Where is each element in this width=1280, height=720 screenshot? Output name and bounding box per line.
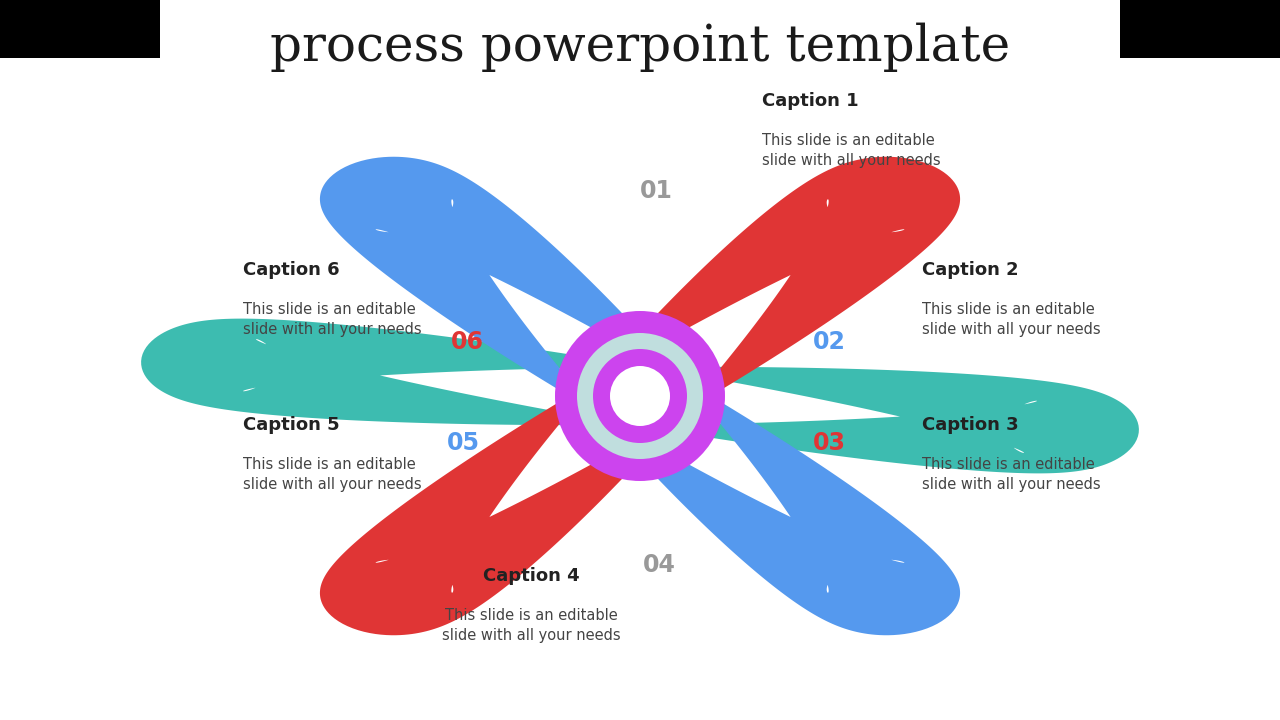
Text: This slide is an editable
slide with all your needs: This slide is an editable slide with all…	[922, 457, 1101, 492]
Polygon shape	[320, 157, 960, 635]
Text: Caption 3: Caption 3	[922, 416, 1018, 433]
Text: process powerpoint template: process powerpoint template	[270, 22, 1010, 71]
Text: Caption 6: Caption 6	[243, 261, 339, 279]
Text: 06: 06	[451, 330, 484, 354]
Text: This slide is an editable
slide with all your needs: This slide is an editable slide with all…	[243, 302, 422, 337]
Text: 03: 03	[813, 431, 846, 455]
Text: This slide is an editable
slide with all your needs: This slide is an editable slide with all…	[243, 457, 422, 492]
Text: Caption 1: Caption 1	[762, 91, 858, 109]
Ellipse shape	[577, 333, 703, 459]
Text: 02: 02	[813, 330, 846, 354]
Text: 04: 04	[643, 553, 676, 577]
Text: This slide is an editable
slide with all your needs: This slide is an editable slide with all…	[922, 302, 1101, 337]
Text: This slide is an editable
slide with all your needs: This slide is an editable slide with all…	[762, 133, 941, 168]
Text: 05: 05	[447, 431, 480, 455]
Text: Caption 5: Caption 5	[243, 416, 339, 433]
Text: Caption 4: Caption 4	[483, 567, 580, 585]
Text: This slide is an editable
slide with all your needs: This slide is an editable slide with all…	[442, 608, 621, 643]
Text: 01: 01	[640, 179, 673, 203]
Ellipse shape	[611, 366, 669, 426]
Polygon shape	[320, 157, 960, 635]
Ellipse shape	[556, 311, 724, 481]
Polygon shape	[141, 319, 1139, 473]
Ellipse shape	[593, 349, 687, 443]
Text: Caption 2: Caption 2	[922, 261, 1018, 279]
